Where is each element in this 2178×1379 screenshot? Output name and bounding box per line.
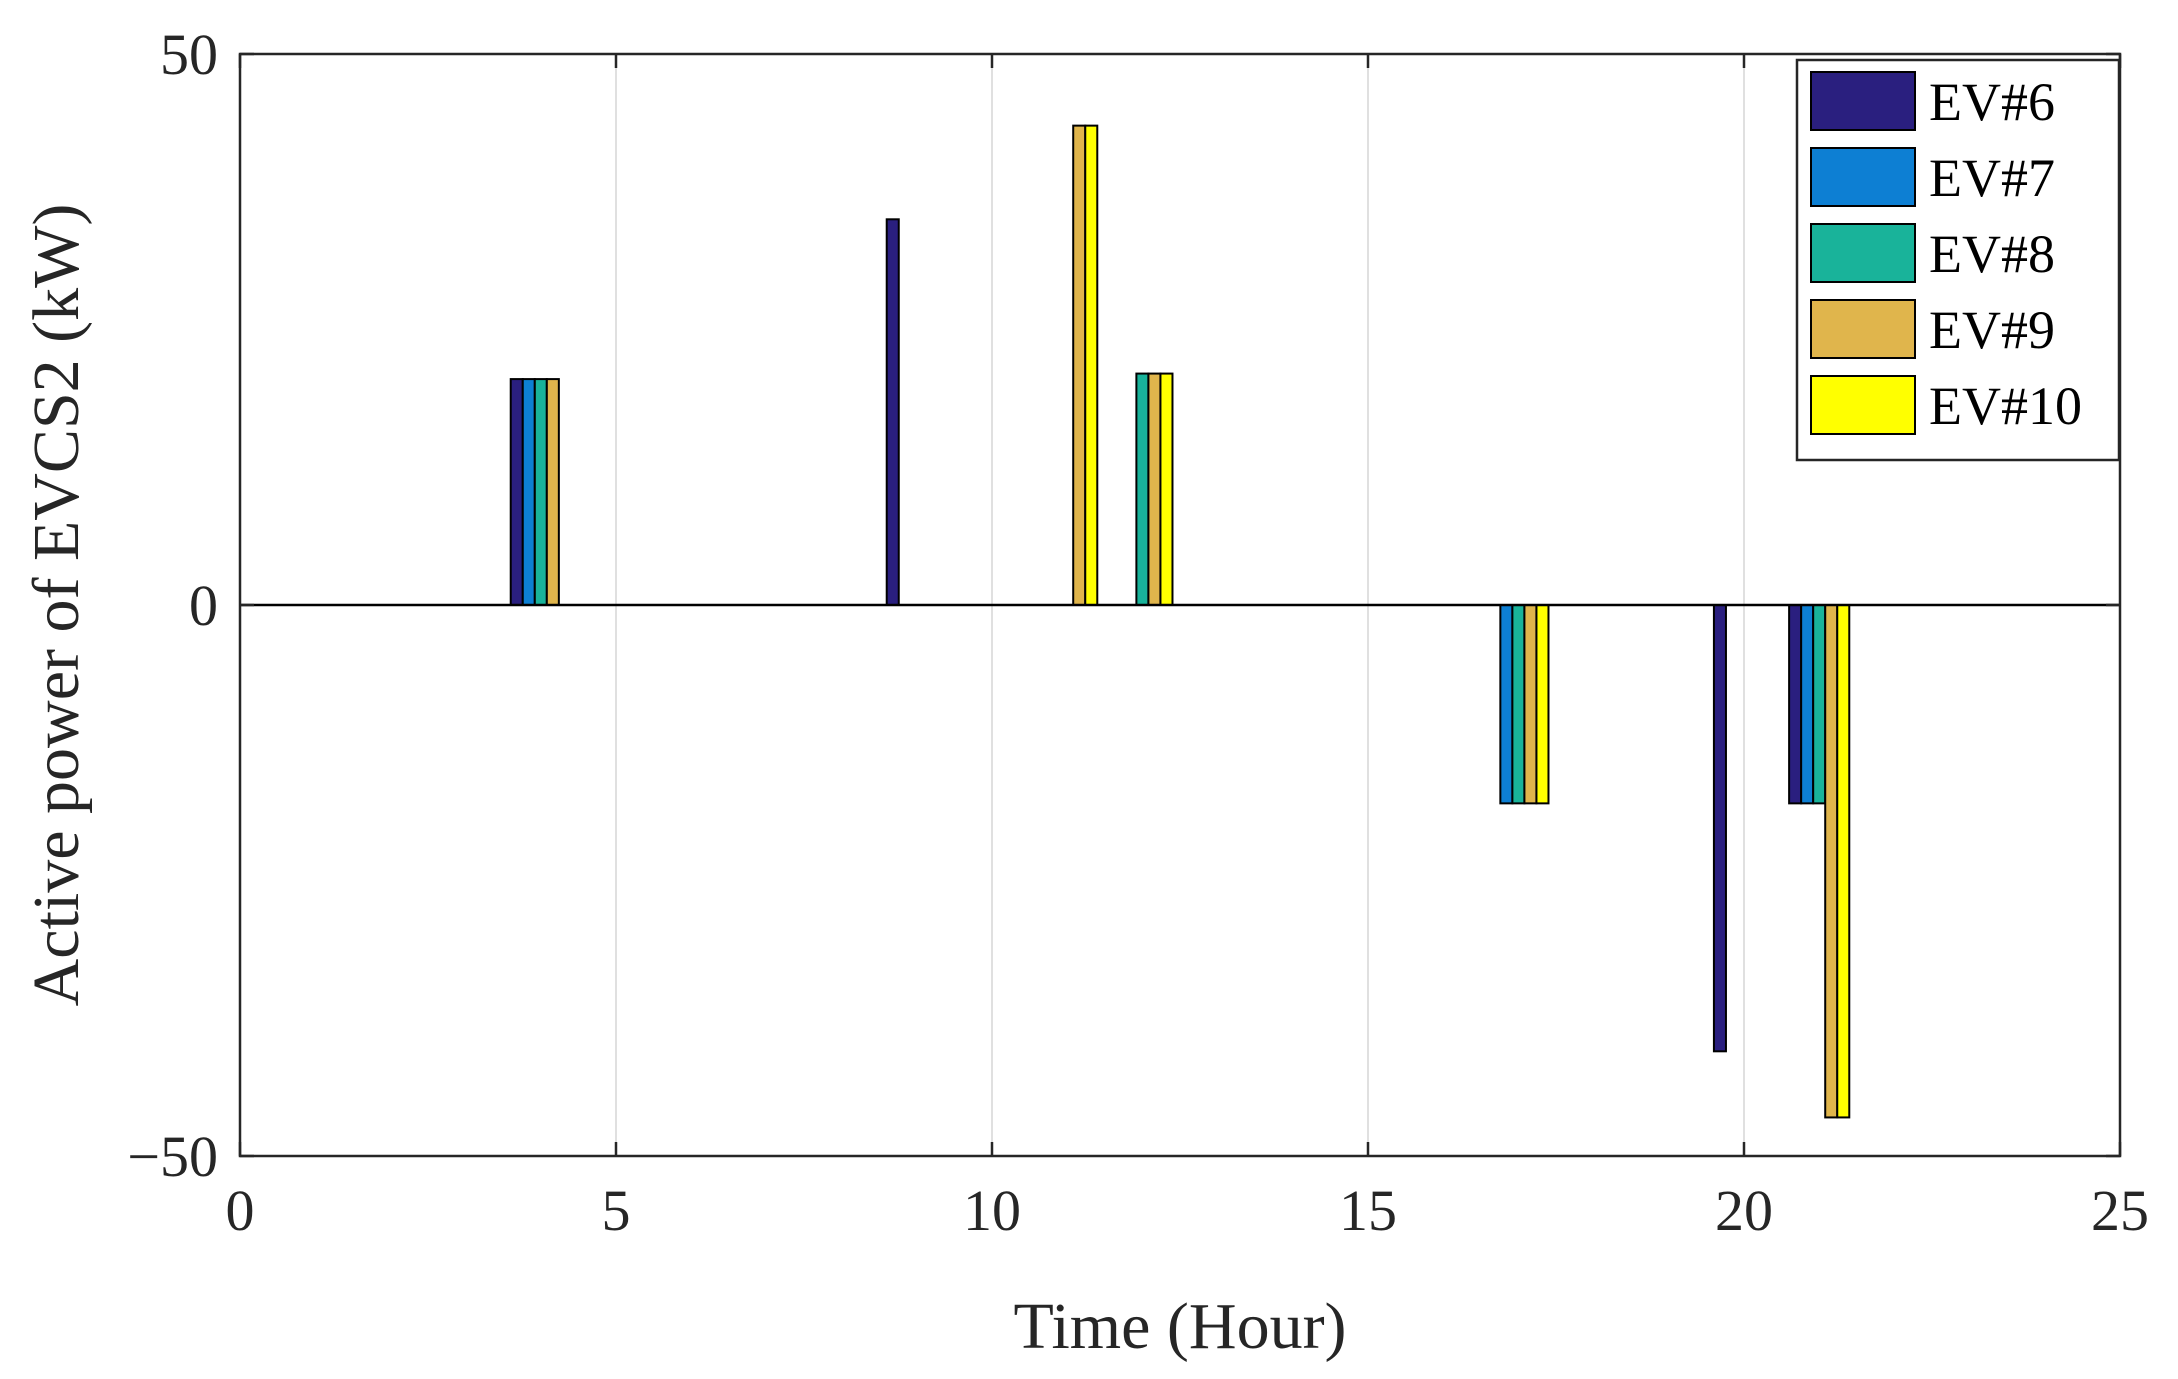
- bar-EV9-x21: [1824, 604, 1839, 1119]
- x-tick-label: 5: [602, 1178, 631, 1243]
- bars: [509, 124, 1851, 1119]
- y-tick-label: −50: [127, 1124, 218, 1189]
- legend-swatch-EV8: [1810, 223, 1916, 283]
- bar-EV10-x17: [1535, 604, 1550, 805]
- x-axis-label: Time (Hour): [1013, 1290, 1346, 1363]
- bar-EV8-x17: [1511, 604, 1526, 805]
- legend-swatch-EV9: [1810, 299, 1916, 359]
- x-tick-label: 25: [2091, 1178, 2149, 1243]
- bar-EV9-x11: [1072, 124, 1087, 606]
- bar-EV8-x21: [1812, 604, 1827, 805]
- bar-EV6-x21: [1788, 604, 1803, 805]
- bar-EV9-x17: [1523, 604, 1538, 805]
- bar-EV10-x21: [1836, 604, 1851, 1119]
- bar-EV6-x9: [885, 218, 900, 607]
- x-tick-label: 0: [226, 1178, 255, 1243]
- x-tick-label: 10: [963, 1178, 1021, 1243]
- bar-EV10-x12: [1159, 372, 1174, 606]
- legend-label: EV#6: [1929, 72, 2055, 132]
- bar-EV8-x4: [533, 378, 548, 606]
- bar-EV9-x12: [1147, 372, 1162, 606]
- x-tick-label: 15: [1339, 1178, 1397, 1243]
- bar-EV6-x20: [1712, 604, 1727, 1053]
- bar-EV7-x17: [1499, 604, 1514, 805]
- y-tick-label: 0: [189, 573, 218, 638]
- legend-swatch-EV7: [1810, 147, 1916, 207]
- legend-label: EV#8: [1929, 224, 2055, 284]
- legend-swatch-EV10: [1810, 375, 1916, 435]
- legend-label: EV#10: [1929, 376, 2082, 436]
- legend-label: EV#9: [1929, 300, 2055, 360]
- legend: EV#6 EV#7 EV#8 EV#9 EV#10: [1795, 58, 2121, 462]
- x-tick-label: 20: [1715, 1178, 1773, 1243]
- legend-label: EV#7: [1929, 148, 2055, 208]
- bar-EV8-x12: [1135, 372, 1150, 606]
- legend-swatch-EV6: [1810, 71, 1916, 131]
- y-tick-label: 50: [160, 22, 218, 87]
- bar-EV9-x4: [545, 378, 560, 606]
- bar-EV10-x11: [1084, 124, 1099, 606]
- bar-EV7-x21: [1800, 604, 1815, 805]
- y-axis-label: Active power of EVCS2 (kW): [20, 204, 93, 1007]
- bar-EV6-x4: [509, 378, 524, 606]
- bar-EV7-x4: [521, 378, 536, 606]
